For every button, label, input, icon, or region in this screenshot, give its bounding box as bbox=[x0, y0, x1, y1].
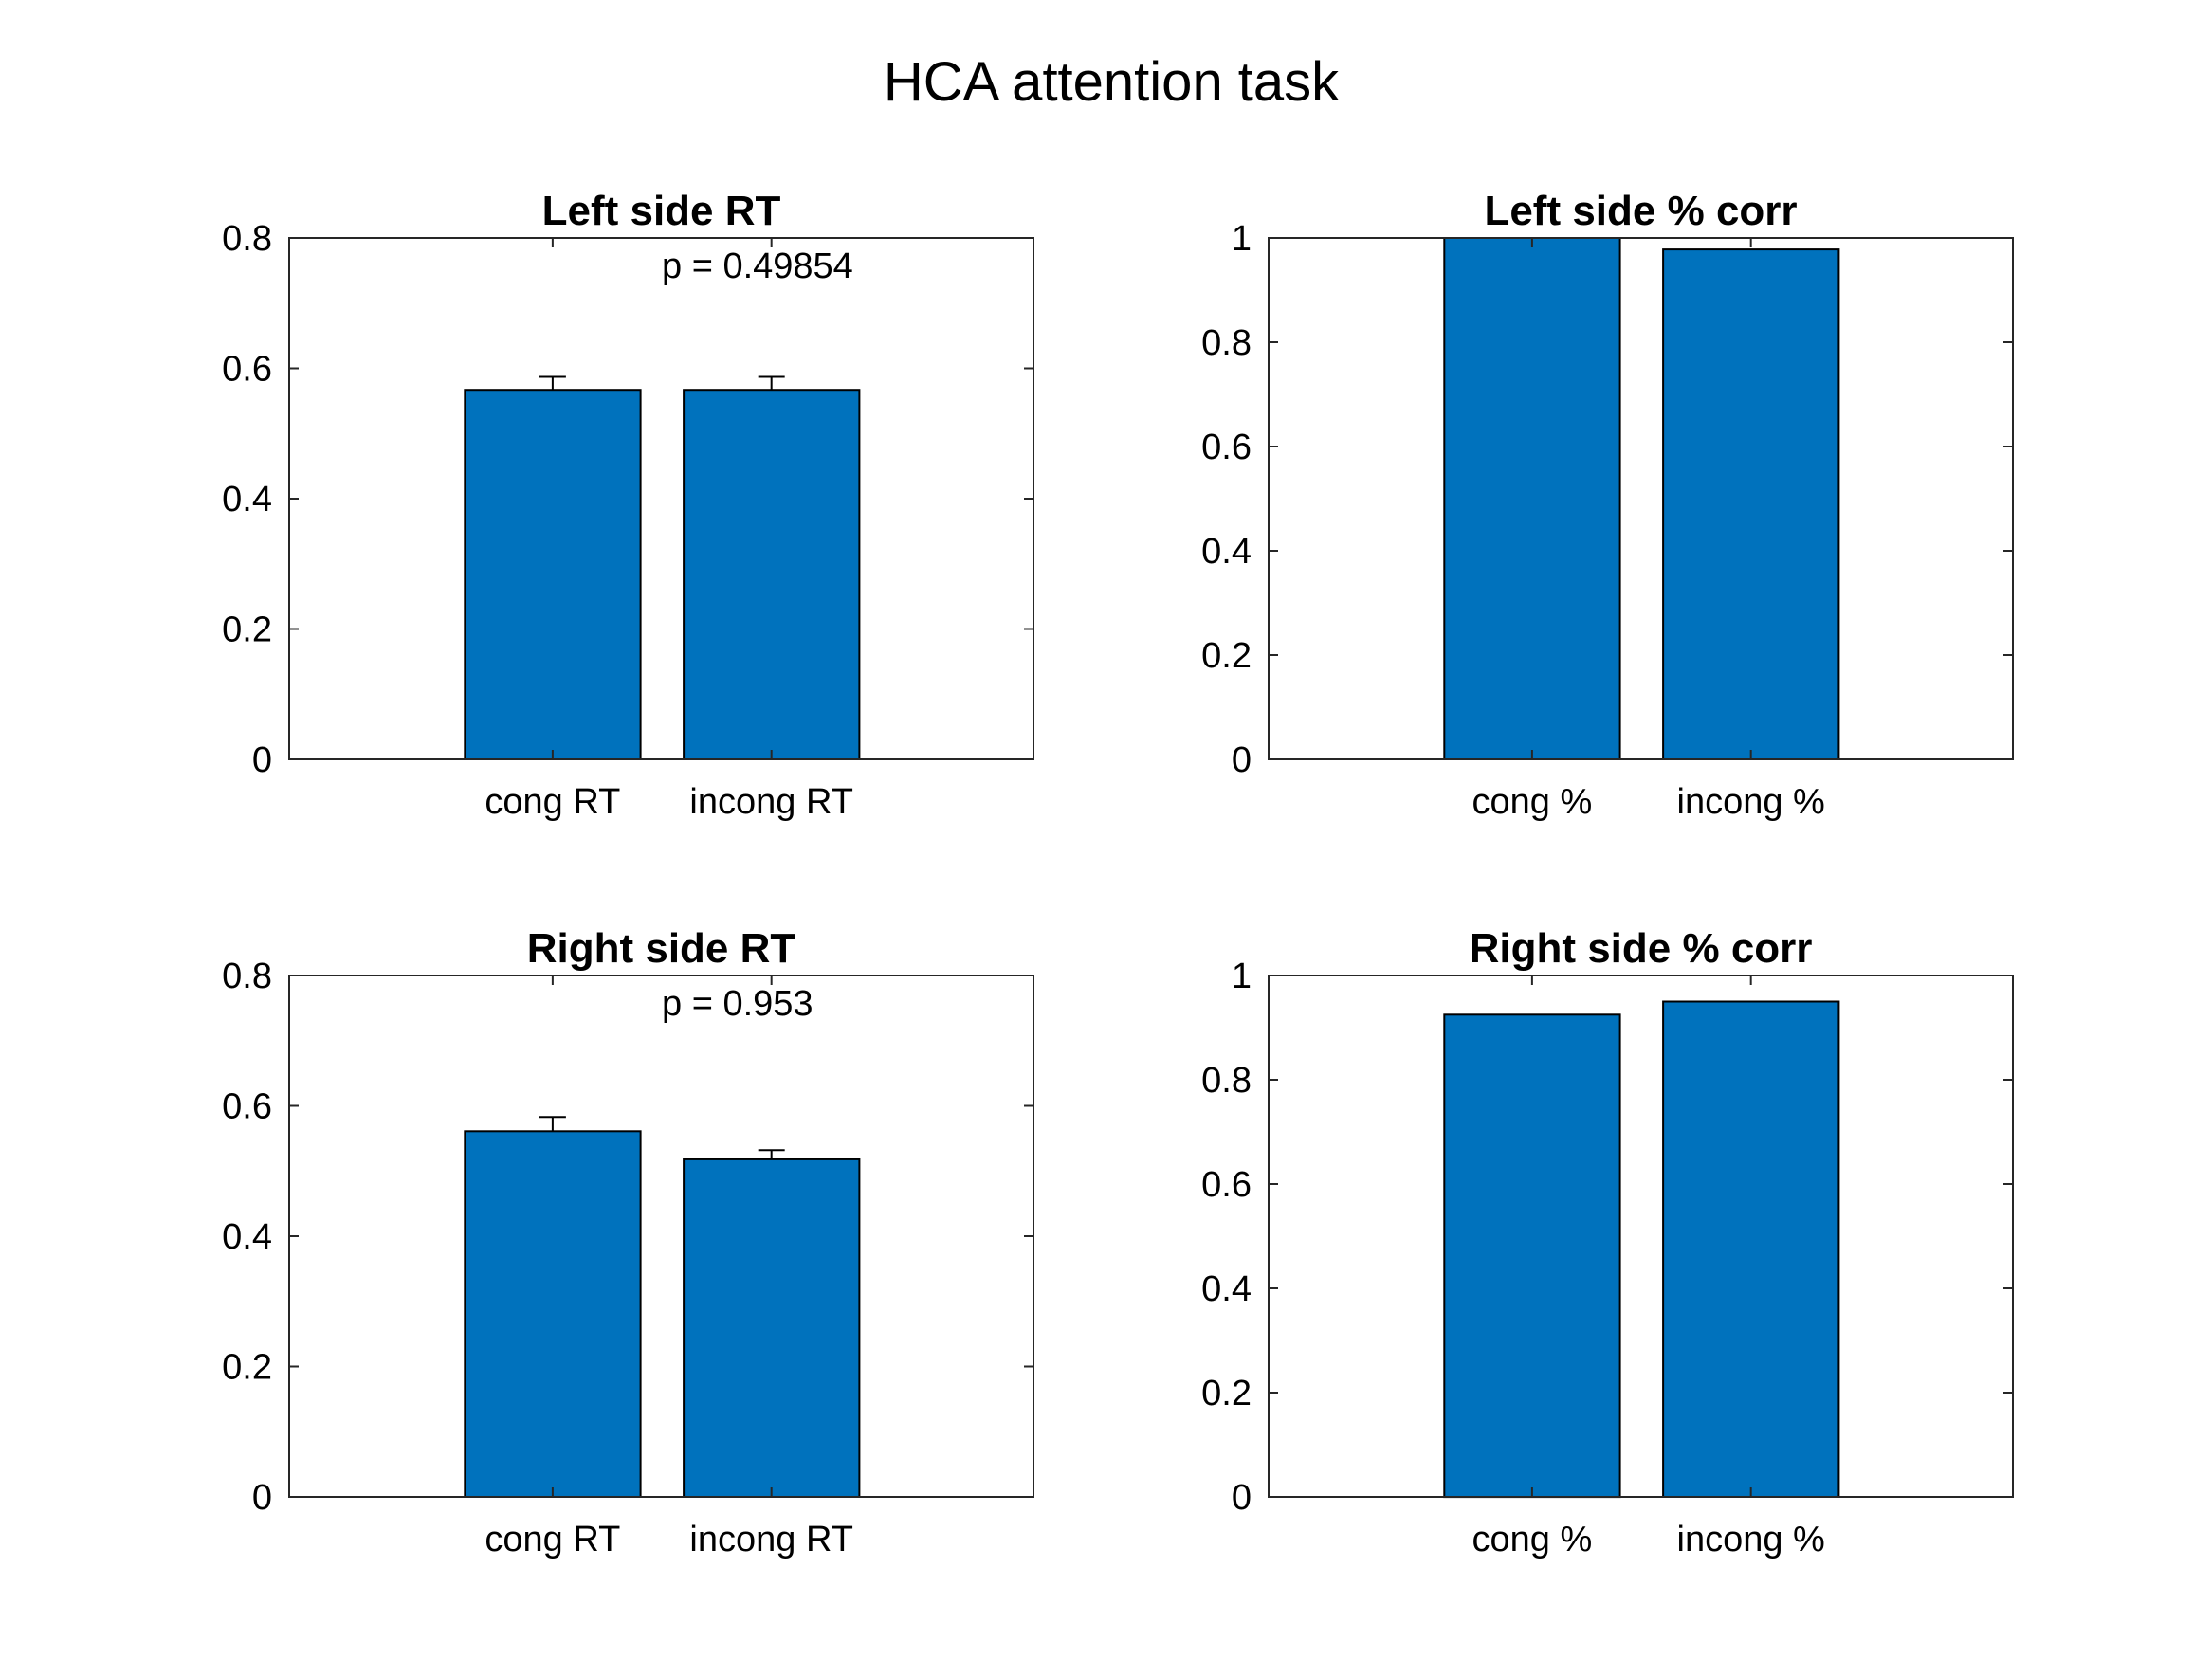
x-tick-label: incong % bbox=[1677, 1520, 1825, 1559]
y-tick-label: 1 bbox=[1232, 957, 1252, 996]
bar-2 bbox=[1662, 248, 1840, 761]
y-tick-label: 0.2 bbox=[1201, 636, 1252, 676]
y-tick-label: 0 bbox=[252, 1478, 272, 1518]
bar-1 bbox=[1443, 237, 1621, 760]
subplot-4: 0 0.2 0.4 0.6 0.8 1 cong % incong % Right side %… bbox=[1201, 925, 2014, 1559]
y-tick-label: 0.4 bbox=[1201, 532, 1252, 572]
y-tick-label: 0.2 bbox=[222, 611, 272, 650]
subplot-1: 0 0.2 0.4 0.6 0.8 cong RT incong RT Left side R… bbox=[222, 188, 1034, 822]
x-tick-label: cong RT bbox=[484, 1520, 620, 1559]
bar-1 bbox=[464, 389, 642, 760]
bar-1 bbox=[1443, 1013, 1621, 1499]
y-tick-label: 0 bbox=[252, 740, 272, 780]
x-tick-label: cong RT bbox=[484, 782, 620, 822]
axes-box bbox=[1268, 975, 2014, 1498]
y-tick-label: 0.6 bbox=[222, 350, 272, 390]
y-tick-label: 1 bbox=[1232, 219, 1252, 259]
subplot-title: Right side % corr bbox=[1470, 925, 1813, 972]
y-tick-label: 0.8 bbox=[222, 219, 272, 259]
x-tick-label: cong % bbox=[1472, 1520, 1593, 1559]
y-tick-label: 0.8 bbox=[1201, 1061, 1252, 1101]
x-tick-label: incong RT bbox=[689, 1520, 853, 1559]
subplot-title: Left side % corr bbox=[1484, 188, 1797, 234]
p-value-annotation: p = 0.49854 bbox=[662, 246, 853, 286]
x-tick-label: cong % bbox=[1472, 782, 1593, 822]
bar-1 bbox=[464, 1130, 642, 1499]
x-tick-label: incong RT bbox=[689, 782, 853, 822]
bar-2 bbox=[683, 1158, 861, 1499]
error-bar-1 bbox=[539, 1116, 566, 1132]
y-tick-label: 0.4 bbox=[222, 480, 272, 520]
subplot-title: Right side RT bbox=[527, 925, 796, 972]
p-value-annotation: p = 0.953 bbox=[662, 984, 814, 1024]
subplot-2: 0 0.2 0.4 0.6 0.8 1 cong % incong % Left side % … bbox=[1201, 188, 2014, 822]
y-tick-label: 0.8 bbox=[222, 957, 272, 996]
y-tick-label: 0 bbox=[1232, 740, 1252, 780]
error-bar-2 bbox=[758, 375, 785, 391]
y-tick-label: 0.8 bbox=[1201, 323, 1252, 363]
figure-suptitle: HCA attention task bbox=[884, 51, 1340, 113]
y-tick-label: 0.6 bbox=[1201, 428, 1252, 467]
subplot-grid: 0 0.2 0.4 0.6 0.8 cong RT incong RT Left side R… bbox=[222, 188, 2014, 1559]
y-tick-label: 0.6 bbox=[222, 1087, 272, 1127]
y-tick-label: 0 bbox=[1232, 1478, 1252, 1518]
subplot-3: 0 0.2 0.4 0.6 0.8 cong RT incong RT Right side … bbox=[222, 925, 1034, 1559]
y-tick-label: 0.4 bbox=[222, 1217, 272, 1257]
axes-box bbox=[1268, 237, 2014, 760]
y-tick-label: 0.2 bbox=[222, 1348, 272, 1388]
bar-2 bbox=[1662, 1000, 1840, 1498]
error-bar-2 bbox=[758, 1149, 785, 1159]
subplot-title: Left side RT bbox=[542, 188, 781, 234]
y-tick-label: 0.4 bbox=[1201, 1269, 1252, 1309]
error-bar-1 bbox=[539, 375, 566, 391]
x-tick-label: incong % bbox=[1677, 782, 1825, 822]
bar-2 bbox=[683, 389, 861, 760]
y-tick-label: 0.6 bbox=[1201, 1165, 1252, 1205]
y-tick-label: 0.2 bbox=[1201, 1374, 1252, 1413]
